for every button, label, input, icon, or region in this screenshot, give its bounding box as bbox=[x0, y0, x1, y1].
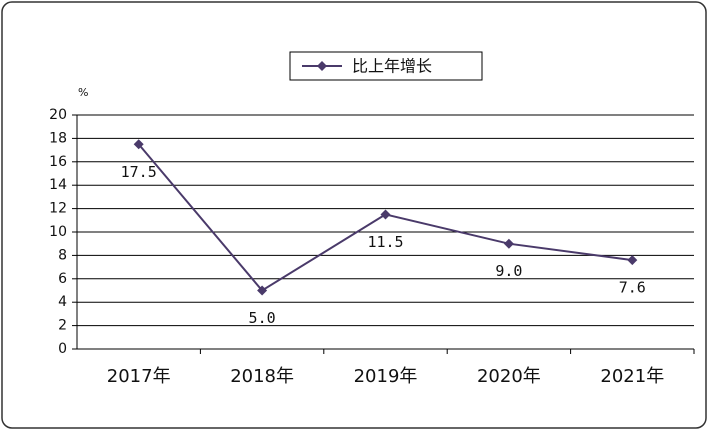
value-label: 17.5 bbox=[121, 163, 157, 181]
x-tick-label: 2019年 bbox=[354, 366, 418, 387]
x-tick-label: 2020年 bbox=[477, 366, 541, 387]
y-tick-label: 14 bbox=[49, 177, 67, 193]
y-tick-label: 12 bbox=[49, 201, 67, 217]
point bbox=[257, 285, 268, 296]
point bbox=[627, 255, 638, 266]
value-label: 7.6 bbox=[619, 279, 646, 297]
y-tick-label: 10 bbox=[49, 224, 67, 240]
x-tick-label: 2017年 bbox=[107, 366, 171, 387]
y-tick-label: 18 bbox=[49, 130, 67, 146]
y-tick-label: 8 bbox=[58, 247, 67, 263]
legend-label: 比上年增长 bbox=[352, 57, 432, 76]
y-tick-label: 6 bbox=[58, 271, 67, 287]
point bbox=[503, 238, 514, 249]
y-tick-label: 0 bbox=[58, 341, 67, 357]
y-tick-label: 4 bbox=[58, 294, 67, 310]
value-label: 9.0 bbox=[495, 262, 522, 280]
y-tick-label: 16 bbox=[49, 154, 67, 170]
x-tick-label: 2021年 bbox=[600, 366, 664, 387]
x-tick-label: 2018年 bbox=[230, 366, 294, 387]
legend-marker bbox=[317, 61, 327, 71]
y-axis-label: % bbox=[78, 86, 88, 99]
value-label: 5.0 bbox=[249, 309, 276, 327]
point bbox=[133, 139, 144, 150]
point bbox=[380, 209, 391, 220]
y-tick-label: 2 bbox=[58, 318, 67, 334]
y-tick-label: 20 bbox=[49, 107, 67, 123]
value-label: 11.5 bbox=[367, 233, 403, 251]
